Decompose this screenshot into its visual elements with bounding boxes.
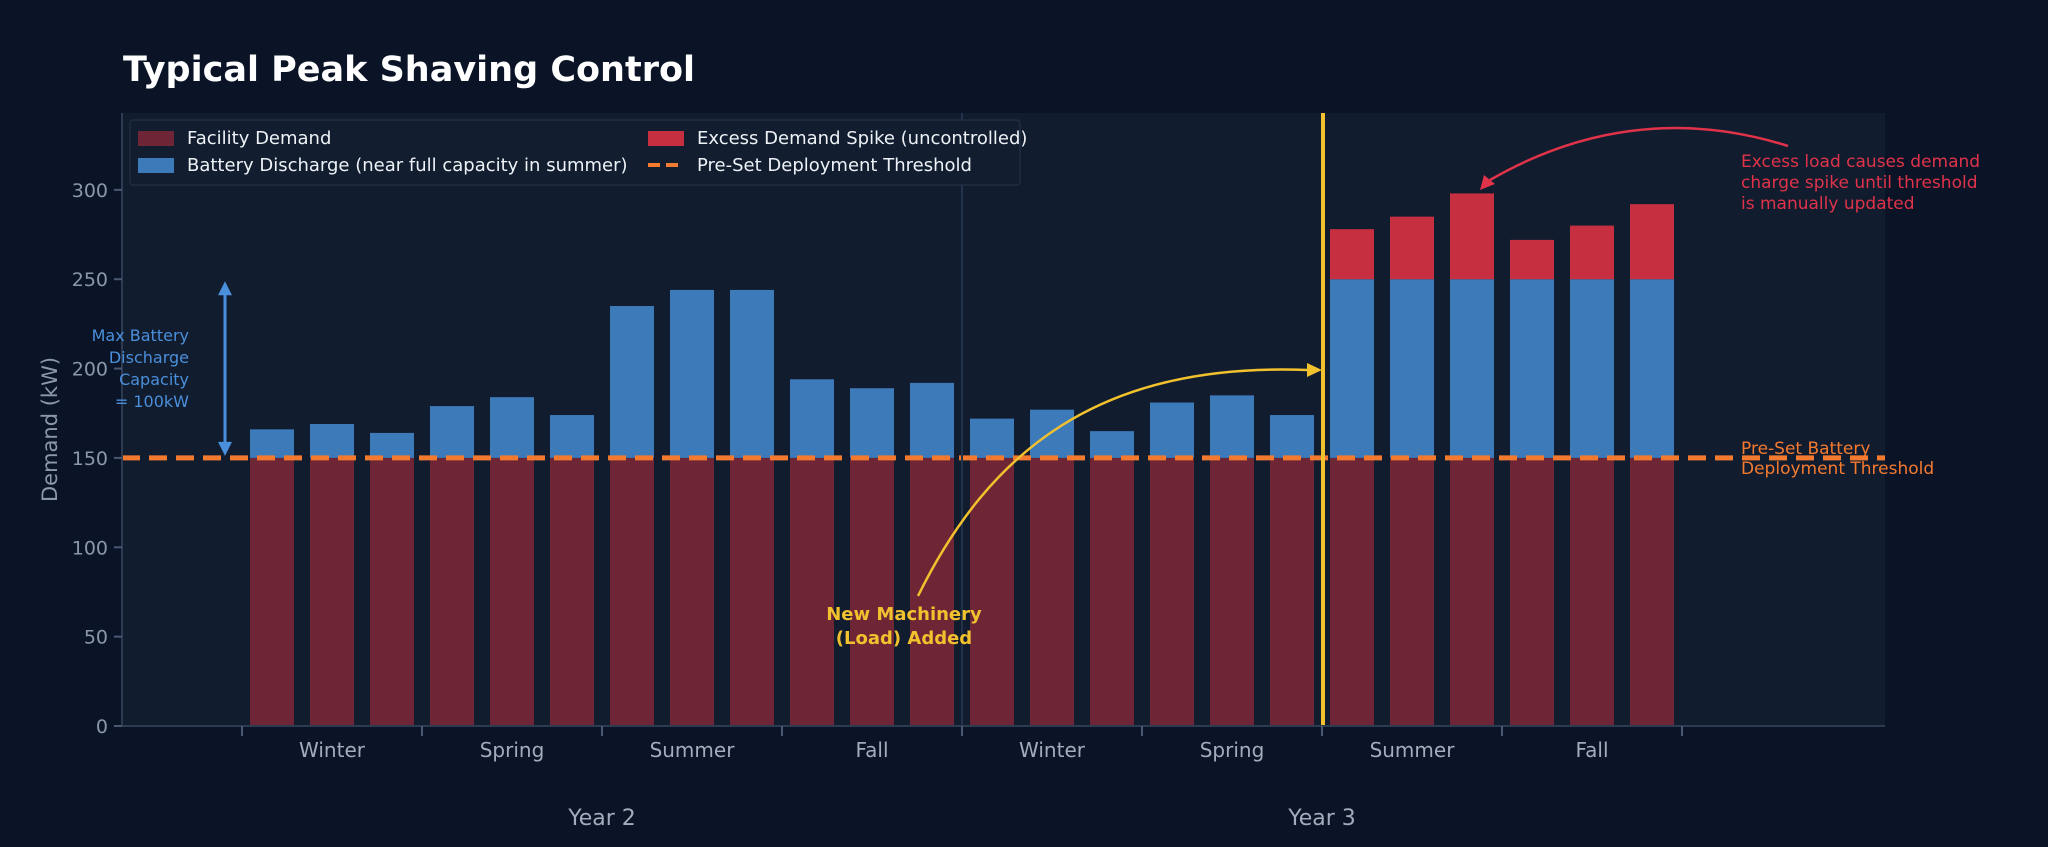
facility-demand-bar xyxy=(1390,457,1434,726)
excess-spike-bar xyxy=(1450,193,1494,280)
facility-demand-bar xyxy=(1150,457,1194,726)
new-load-arrow-head xyxy=(1307,363,1322,377)
new-load-annotation: New Machinery xyxy=(826,604,982,625)
season-label: Spring xyxy=(1200,738,1265,762)
facility-demand-bar xyxy=(670,457,714,726)
facility-demand-bar xyxy=(1030,457,1074,726)
battery-discharge-bar xyxy=(550,415,594,458)
facility-demand-bar xyxy=(970,457,1014,726)
battery-discharge-bar xyxy=(430,406,474,458)
legend-label: Pre-Set Deployment Threshold xyxy=(697,155,972,176)
capacity-arrow-head xyxy=(218,441,232,456)
capacity-arrow-head xyxy=(218,281,232,296)
facility-demand-bar xyxy=(1330,457,1374,726)
facility-demand-bar xyxy=(1090,457,1134,726)
battery-discharge-bar xyxy=(730,289,774,458)
facility-demand-bar xyxy=(1270,457,1314,726)
season-label: Summer xyxy=(650,738,736,762)
battery-discharge-bar xyxy=(1030,409,1074,458)
excess-annotation: Excess load causes demand xyxy=(1741,152,1980,172)
legend-box xyxy=(129,119,1021,186)
battery-discharge-bar xyxy=(1150,402,1194,458)
y-tick-label: 150 xyxy=(72,448,108,470)
battery-discharge-bar xyxy=(1210,395,1254,458)
facility-demand-bar xyxy=(610,457,654,726)
battery-discharge-bar xyxy=(310,423,354,458)
capacity-annotation: Discharge xyxy=(109,348,189,367)
battery-discharge-bar xyxy=(790,379,834,458)
excess-spike-bar xyxy=(1330,229,1374,280)
excess-arrow-head xyxy=(1480,175,1495,190)
battery-discharge-bar xyxy=(1090,431,1134,458)
season-label: Spring xyxy=(480,738,545,762)
chart-title: Typical Peak Shaving Control xyxy=(123,50,695,90)
year-label: Year 3 xyxy=(1287,806,1356,831)
y-tick-label: 250 xyxy=(72,269,108,291)
facility-demand-bar xyxy=(310,457,354,726)
facility-demand-bar xyxy=(910,457,954,726)
y-tick-label: 0 xyxy=(96,716,108,738)
battery-discharge-bar xyxy=(1270,415,1314,458)
year-label: Year 2 xyxy=(567,806,636,831)
battery-discharge-bar xyxy=(1510,279,1554,458)
new-load-annotation: (Load) Added xyxy=(836,628,972,649)
season-label: Fall xyxy=(1575,738,1608,762)
facility-demand-bar xyxy=(850,457,894,726)
threshold-annotation: Deployment Threshold xyxy=(1741,459,1934,479)
facility-demand-bar xyxy=(1210,457,1254,726)
new-load-arrow xyxy=(916,368,1309,597)
excess-annotation: charge spike until threshold xyxy=(1741,173,1977,193)
excess-annotation: is manually updated xyxy=(1741,194,1915,214)
legend-swatch xyxy=(648,131,684,146)
season-label: Summer xyxy=(1370,738,1456,762)
y-tick-label: 200 xyxy=(72,359,108,381)
battery-discharge-bar xyxy=(370,432,414,458)
excess-spike-bar xyxy=(1630,204,1674,280)
facility-demand-bar xyxy=(430,457,474,726)
excess-arrow xyxy=(1489,126,1789,182)
facility-demand-bar xyxy=(370,457,414,726)
y-tick-label: 50 xyxy=(84,627,108,649)
excess-spike-bar xyxy=(1390,216,1434,280)
legend-swatch xyxy=(138,158,174,173)
y-tick-label: 300 xyxy=(72,180,108,202)
battery-discharge-bar xyxy=(1630,279,1674,458)
facility-demand-bar xyxy=(1450,457,1494,726)
facility-demand-bar xyxy=(490,457,534,726)
y-tick-label: 100 xyxy=(72,537,108,559)
battery-discharge-bar xyxy=(970,418,1014,458)
facility-demand-bar xyxy=(790,457,834,726)
facility-demand-bar xyxy=(1630,457,1674,726)
battery-discharge-bar xyxy=(1330,279,1374,458)
facility-demand-bar xyxy=(550,457,594,726)
excess-spike-bar xyxy=(1510,239,1554,280)
facility-demand-bar xyxy=(1510,457,1554,726)
battery-discharge-bar xyxy=(610,306,654,458)
battery-discharge-bar xyxy=(670,289,714,458)
season-label: Fall xyxy=(855,738,888,762)
threshold-annotation: Pre-Set Battery xyxy=(1741,439,1870,459)
season-label: Winter xyxy=(1019,738,1086,762)
battery-discharge-bar xyxy=(490,397,534,458)
facility-demand-bar xyxy=(730,457,774,726)
battery-discharge-bar xyxy=(1570,279,1614,458)
y-axis-title: Demand (kW) xyxy=(38,357,62,502)
excess-spike-bar xyxy=(1570,225,1614,280)
facility-demand-bar xyxy=(1570,457,1614,726)
battery-discharge-bar xyxy=(910,382,954,458)
capacity-annotation: = 100kW xyxy=(115,392,189,411)
legend-swatch xyxy=(138,131,174,146)
battery-discharge-bar xyxy=(1390,279,1434,458)
battery-discharge-bar xyxy=(850,388,894,458)
facility-demand-bar xyxy=(250,457,294,726)
legend-label: Excess Demand Spike (uncontrolled) xyxy=(697,128,1027,149)
capacity-annotation: Max Battery xyxy=(92,326,189,345)
capacity-annotation: Capacity xyxy=(119,370,189,389)
battery-discharge-bar xyxy=(250,429,294,458)
legend-label: Facility Demand xyxy=(187,128,331,149)
legend-label: Battery Discharge (near full capacity in… xyxy=(187,155,628,176)
battery-discharge-bar xyxy=(1450,279,1494,458)
season-label: Winter xyxy=(299,738,366,762)
